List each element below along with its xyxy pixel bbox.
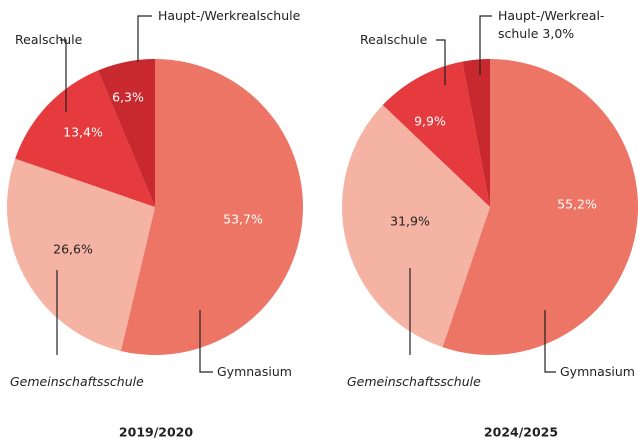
category-label-text: Gemeinschaftsschule [347,374,481,389]
pie-slice [120,59,303,355]
category-label-text: Realschule [15,32,83,47]
category-label: Gymnasium [217,363,292,381]
category-label-text: Gymnasium [217,364,292,379]
pie-slice [15,70,156,208]
pie-slice [442,59,638,355]
pie-slice [382,61,490,207]
leader-line [60,39,67,112]
category-label-text: Realschule [360,32,428,47]
category-label: Haupt-/Werkrealschule [158,7,300,25]
chart-title: 2024/2025 [484,425,558,438]
leader-line [479,15,492,75]
slice-value-label: 53,7% [223,212,263,227]
category-label-text: Gymnasium [560,364,635,379]
slice-value-label: 31,9% [390,214,430,229]
category-label-text: Haupt-/Werkrealschule [158,8,301,23]
pie-slice [342,105,490,348]
leader-line [544,310,556,373]
category-label: Haupt-/Werkreal-schule 3,0% [498,7,604,43]
slice-value-label: 9,9% [414,114,446,129]
category-label: Realschule [15,31,82,49]
category-label-text: Haupt-/Werkreal-schule [498,8,605,41]
leader-line [199,310,213,373]
pie-slice [97,59,155,207]
category-label: Gemeinschaftsschule [10,373,144,391]
category-label: Realschule [360,31,427,49]
slice-value-label: 6,3% [112,90,144,105]
category-label: Gemeinschaftsschule [347,373,481,391]
slice-value-label: 55,2% [557,197,597,212]
pie-slice [6,158,156,352]
leader-line [436,39,446,85]
pie-slice [462,59,490,207]
leader-line [137,15,152,62]
slice-value-label: 13,4% [63,125,103,140]
chart-title: 2019/2020 [119,425,193,438]
category-label: Gymnasium [560,363,635,381]
slice-value-label: 3,0% [542,26,575,41]
category-label-text: Gemeinschaftsschule [10,374,144,389]
slice-value-label: 26,6% [53,242,93,257]
